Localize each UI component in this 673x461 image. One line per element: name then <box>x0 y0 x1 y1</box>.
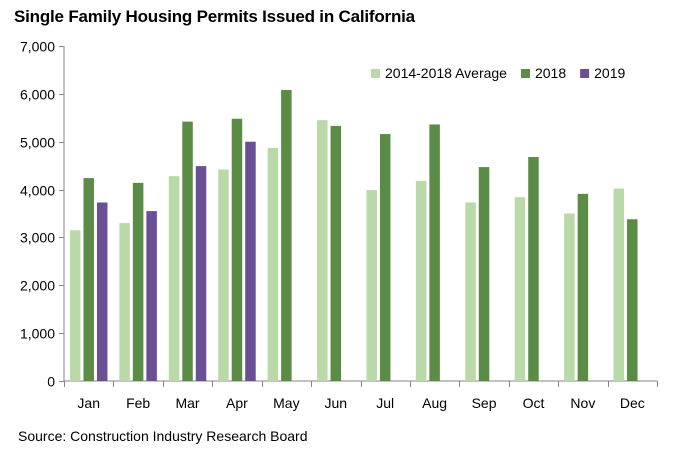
bars <box>69 90 638 382</box>
bar-2018-jul <box>379 134 391 381</box>
bar-2018-oct <box>528 157 539 381</box>
x-tick-label-mar: Mar <box>175 395 199 411</box>
bar-2018-dec <box>627 219 638 381</box>
y-tick-label: 7,000 <box>20 39 55 55</box>
bar-2018-nov <box>577 193 589 381</box>
x-tick-label-nov: Nov <box>570 395 595 411</box>
bar-2014-2018-average-nov <box>564 213 575 381</box>
x-tick-label-oct: Oct <box>523 395 545 411</box>
bar-2014-2018-average-may <box>267 147 279 381</box>
chart-title: Single Family Housing Permits Issued in … <box>14 7 415 26</box>
bar-2018-mar <box>182 121 193 381</box>
bar-2014-2018-average-oct <box>514 197 526 381</box>
x-tick-label-jun: Jun <box>325 395 348 411</box>
x-tick-label-aug: Aug <box>422 395 447 411</box>
bar-2014-2018-average-jan <box>69 230 81 381</box>
x-tick-label-jul: Jul <box>376 395 394 411</box>
legend-swatch-2014-2018-average <box>371 69 380 78</box>
bar-2019-mar <box>195 166 207 381</box>
bar-2019-feb <box>146 211 157 381</box>
y-tick-label: 5,000 <box>20 135 55 151</box>
legend-swatch-2018 <box>520 69 530 78</box>
legend-label-2014-2018-average: 2014-2018 Average <box>385 65 507 81</box>
y-tick-label: 3,000 <box>20 230 55 246</box>
bar-2014-2018-average-mar <box>168 176 180 381</box>
bar-2018-sep <box>478 167 490 381</box>
bar-2018-feb <box>132 182 144 381</box>
legend-label-2019: 2019 <box>594 65 625 81</box>
x-tick-label-dec: Dec <box>620 395 645 411</box>
y-tick-label: 6,000 <box>20 87 55 103</box>
x-tick-label-feb: Feb <box>126 395 150 411</box>
bar-2014-2018-average-jul <box>366 190 377 381</box>
bar-2019-apr <box>245 141 256 381</box>
x-tick-label-may: May <box>273 395 299 411</box>
bar-2014-2018-average-sep <box>465 202 476 381</box>
bar-2014-2018-average-aug <box>415 180 427 381</box>
bar-2014-2018-average-dec <box>613 188 625 381</box>
x-tick-label-sep: Sep <box>472 395 497 411</box>
bar-2014-2018-average-apr <box>218 169 229 381</box>
bar-2014-2018-average-feb <box>119 223 130 381</box>
bar-2018-jun <box>330 125 342 382</box>
legend-label-2018: 2018 <box>535 65 566 81</box>
bar-2018-aug <box>429 124 440 381</box>
axes: 0 1,000 2,000 3,000 4,000 5,000 6,000 7,000 Jan F… <box>20 39 658 411</box>
x-tick-label-jan: Jan <box>77 395 100 411</box>
bar-2018-apr <box>231 118 243 381</box>
bar-2019-jan <box>96 202 108 381</box>
legend: 2014-2018 Average 2018 2019 <box>371 65 625 81</box>
bar-2018-jan <box>83 178 94 381</box>
bar-2018-may <box>281 90 292 382</box>
y-tick-label: 0 <box>47 374 55 390</box>
y-tick-label: 2,000 <box>20 278 55 294</box>
y-tick-label: 4,000 <box>20 183 55 199</box>
bar-2014-2018-average-jun <box>317 120 328 381</box>
source-note: Source: Construction Industry Research B… <box>18 428 308 444</box>
legend-swatch-2019 <box>580 69 590 78</box>
x-tick-label-apr: Apr <box>226 395 248 411</box>
y-tick-label: 1,000 <box>20 326 55 342</box>
